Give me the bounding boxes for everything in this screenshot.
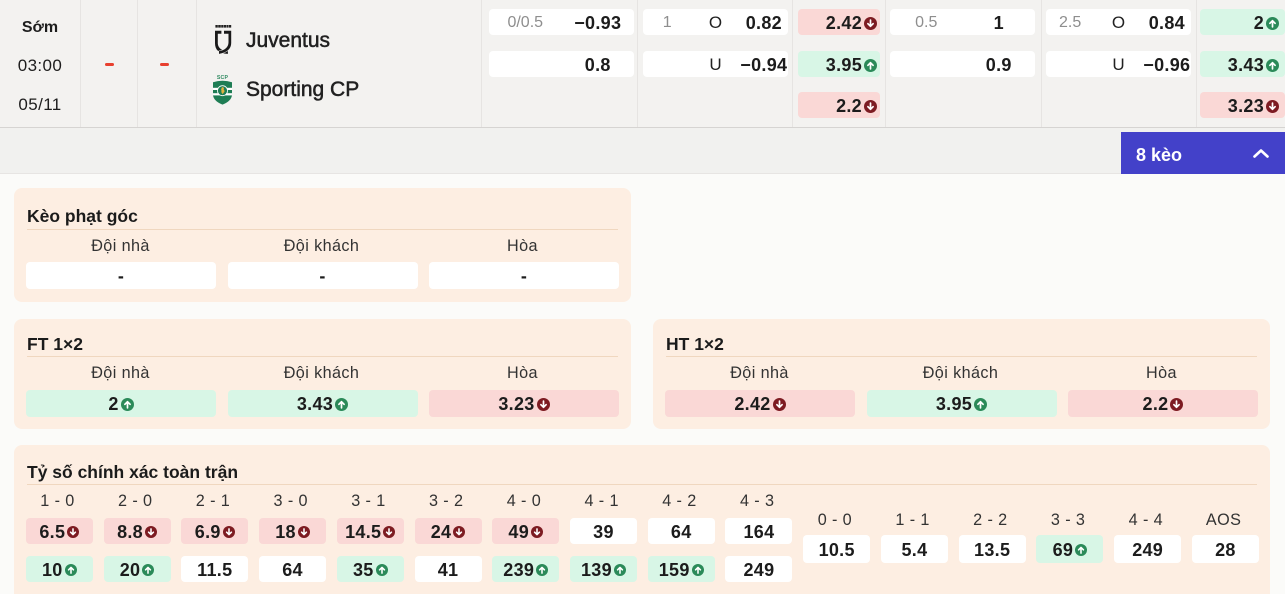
svg-text:SCP: SCP xyxy=(217,75,229,81)
